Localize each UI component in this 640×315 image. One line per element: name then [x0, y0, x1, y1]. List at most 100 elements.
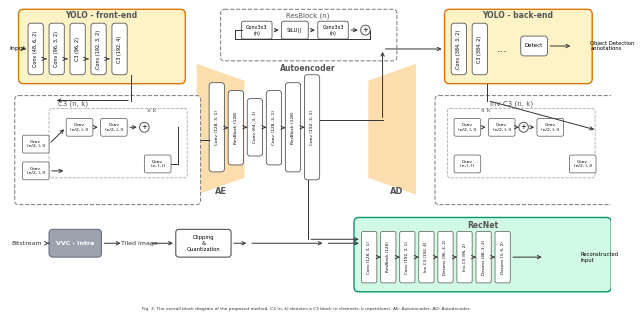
Text: Conv
(n/2, l, l): Conv (n/2, l, l)	[26, 140, 45, 148]
Text: ResBlock (128): ResBlock (128)	[387, 242, 390, 272]
Text: Conv (128, 3, 1): Conv (128, 3, 1)	[272, 110, 276, 145]
Text: Conv (128, 3, 1): Conv (128, 3, 1)	[215, 110, 219, 145]
Text: C3 (384, 2): C3 (384, 2)	[477, 35, 483, 63]
Text: C3 (96, 2): C3 (96, 2)	[75, 37, 80, 61]
FancyBboxPatch shape	[419, 231, 434, 283]
Text: Input: Input	[9, 47, 26, 51]
Text: SiLU(): SiLU()	[287, 28, 303, 33]
FancyBboxPatch shape	[435, 95, 621, 204]
FancyBboxPatch shape	[495, 231, 510, 283]
Text: RecNet: RecNet	[467, 221, 498, 230]
Text: Conv3x3
(n): Conv3x3 (n)	[246, 25, 268, 36]
Text: Conv
(n/2, l, l): Conv (n/2, l, l)	[458, 123, 477, 132]
Text: ResBlock (128): ResBlock (128)	[291, 111, 295, 144]
Text: Deconv (96, 3, 2): Deconv (96, 3, 2)	[444, 239, 447, 275]
Text: Autoencoder: Autoencoder	[280, 64, 336, 73]
Text: Tiled Image: Tiled Image	[121, 241, 158, 246]
Text: +: +	[141, 124, 147, 130]
FancyBboxPatch shape	[22, 135, 49, 153]
FancyBboxPatch shape	[488, 118, 515, 136]
Text: Conv
(n, l, l): Conv (n, l, l)	[150, 160, 164, 168]
Text: Inv-C3 (n, k): Inv-C3 (n, k)	[490, 100, 532, 107]
Text: Conv (192, 3, 1): Conv (192, 3, 1)	[310, 110, 314, 145]
Text: ResBlock (n): ResBlock (n)	[287, 12, 330, 19]
FancyBboxPatch shape	[66, 118, 93, 136]
Text: Conv (96, 3, 2): Conv (96, 3, 2)	[54, 31, 59, 67]
Text: YOLO - back-end: YOLO - back-end	[483, 11, 554, 20]
Text: Conv
(n/2, l, l): Conv (n/2, l, l)	[105, 123, 123, 132]
FancyBboxPatch shape	[282, 21, 308, 39]
Text: C3 (192, 4): C3 (192, 4)	[117, 35, 122, 63]
Text: Detect: Detect	[525, 43, 543, 49]
FancyBboxPatch shape	[228, 91, 243, 165]
FancyBboxPatch shape	[209, 83, 225, 172]
Text: Conv (192, 3, 2): Conv (192, 3, 2)	[96, 29, 101, 69]
Text: Clipping
&
Quantization: Clipping & Quantization	[186, 235, 220, 252]
FancyBboxPatch shape	[145, 155, 171, 173]
Text: Conv
(n/2, l, l): Conv (n/2, l, l)	[541, 123, 559, 132]
Text: Conv
(n/2, l, l): Conv (n/2, l, l)	[70, 123, 89, 132]
FancyBboxPatch shape	[476, 231, 492, 283]
Text: Inv-C3 (192, 4): Inv-C3 (192, 4)	[424, 242, 428, 272]
FancyBboxPatch shape	[266, 91, 282, 165]
Text: Conv (64, 3, 1): Conv (64, 3, 1)	[253, 111, 257, 143]
FancyBboxPatch shape	[19, 9, 186, 84]
Text: +: +	[521, 124, 527, 130]
FancyBboxPatch shape	[305, 75, 319, 180]
FancyBboxPatch shape	[445, 9, 592, 84]
Polygon shape	[368, 64, 416, 195]
FancyBboxPatch shape	[91, 23, 106, 75]
FancyBboxPatch shape	[285, 83, 301, 172]
Text: C3 (n, k): C3 (n, k)	[58, 100, 88, 107]
FancyBboxPatch shape	[112, 23, 127, 75]
Text: Fig. 3. The overall block diagram of the proposed method. C3 (n, k) denotes a C3: Fig. 3. The overall block diagram of the…	[142, 307, 470, 311]
Text: AD: AD	[390, 187, 404, 196]
Text: ResBlock (128): ResBlock (128)	[234, 112, 238, 144]
FancyBboxPatch shape	[49, 23, 64, 75]
Text: Conv
(n/2, l, l): Conv (n/2, l, l)	[493, 123, 511, 132]
FancyBboxPatch shape	[15, 95, 200, 204]
Text: VVC - Intra: VVC - Intra	[56, 241, 94, 246]
FancyBboxPatch shape	[354, 217, 611, 292]
FancyBboxPatch shape	[22, 162, 49, 180]
Polygon shape	[196, 64, 244, 195]
Text: Object Detection
annotations: Object Detection annotations	[590, 41, 635, 51]
Text: AE: AE	[214, 187, 227, 196]
FancyBboxPatch shape	[472, 23, 488, 75]
FancyBboxPatch shape	[176, 229, 231, 257]
FancyBboxPatch shape	[570, 155, 596, 173]
FancyBboxPatch shape	[28, 23, 44, 75]
FancyBboxPatch shape	[447, 108, 595, 178]
Text: Conv
(n, l, l): Conv (n, l, l)	[460, 160, 474, 168]
FancyBboxPatch shape	[400, 231, 415, 283]
FancyBboxPatch shape	[521, 36, 547, 56]
Text: Deconv (3, 6, 2): Deconv (3, 6, 2)	[500, 241, 505, 273]
FancyBboxPatch shape	[454, 155, 481, 173]
Text: Conv
(n/2, l, l): Conv (n/2, l, l)	[573, 160, 592, 168]
Text: +: +	[362, 27, 369, 33]
FancyBboxPatch shape	[247, 99, 262, 156]
FancyBboxPatch shape	[454, 118, 481, 136]
FancyBboxPatch shape	[49, 229, 102, 257]
FancyBboxPatch shape	[537, 118, 564, 136]
FancyBboxPatch shape	[438, 231, 453, 283]
FancyBboxPatch shape	[381, 231, 396, 283]
Text: Conv (128, 3, 1): Conv (128, 3, 1)	[367, 241, 371, 273]
Text: Conv
(n/2, l, l): Conv (n/2, l, l)	[26, 167, 45, 175]
FancyBboxPatch shape	[49, 108, 188, 178]
Text: Conv (48, 6, 2): Conv (48, 6, 2)	[33, 31, 38, 67]
Text: Bitstream: Bitstream	[11, 241, 42, 246]
Text: Deconv (48, 3, 2): Deconv (48, 3, 2)	[481, 239, 486, 275]
FancyBboxPatch shape	[241, 21, 272, 39]
Text: YOLO - front-end: YOLO - front-end	[65, 11, 138, 20]
FancyBboxPatch shape	[451, 23, 467, 75]
Text: Conv3x3
(n): Conv3x3 (n)	[323, 25, 344, 36]
Text: Conv (192, 3, 1): Conv (192, 3, 1)	[405, 241, 410, 273]
FancyBboxPatch shape	[362, 231, 377, 283]
FancyBboxPatch shape	[457, 231, 472, 283]
Text: x k: x k	[481, 108, 490, 113]
FancyBboxPatch shape	[70, 23, 85, 75]
Text: Conv (384, 3, 2): Conv (384, 3, 2)	[456, 29, 461, 69]
Text: ...: ...	[496, 44, 507, 54]
FancyBboxPatch shape	[221, 9, 397, 61]
